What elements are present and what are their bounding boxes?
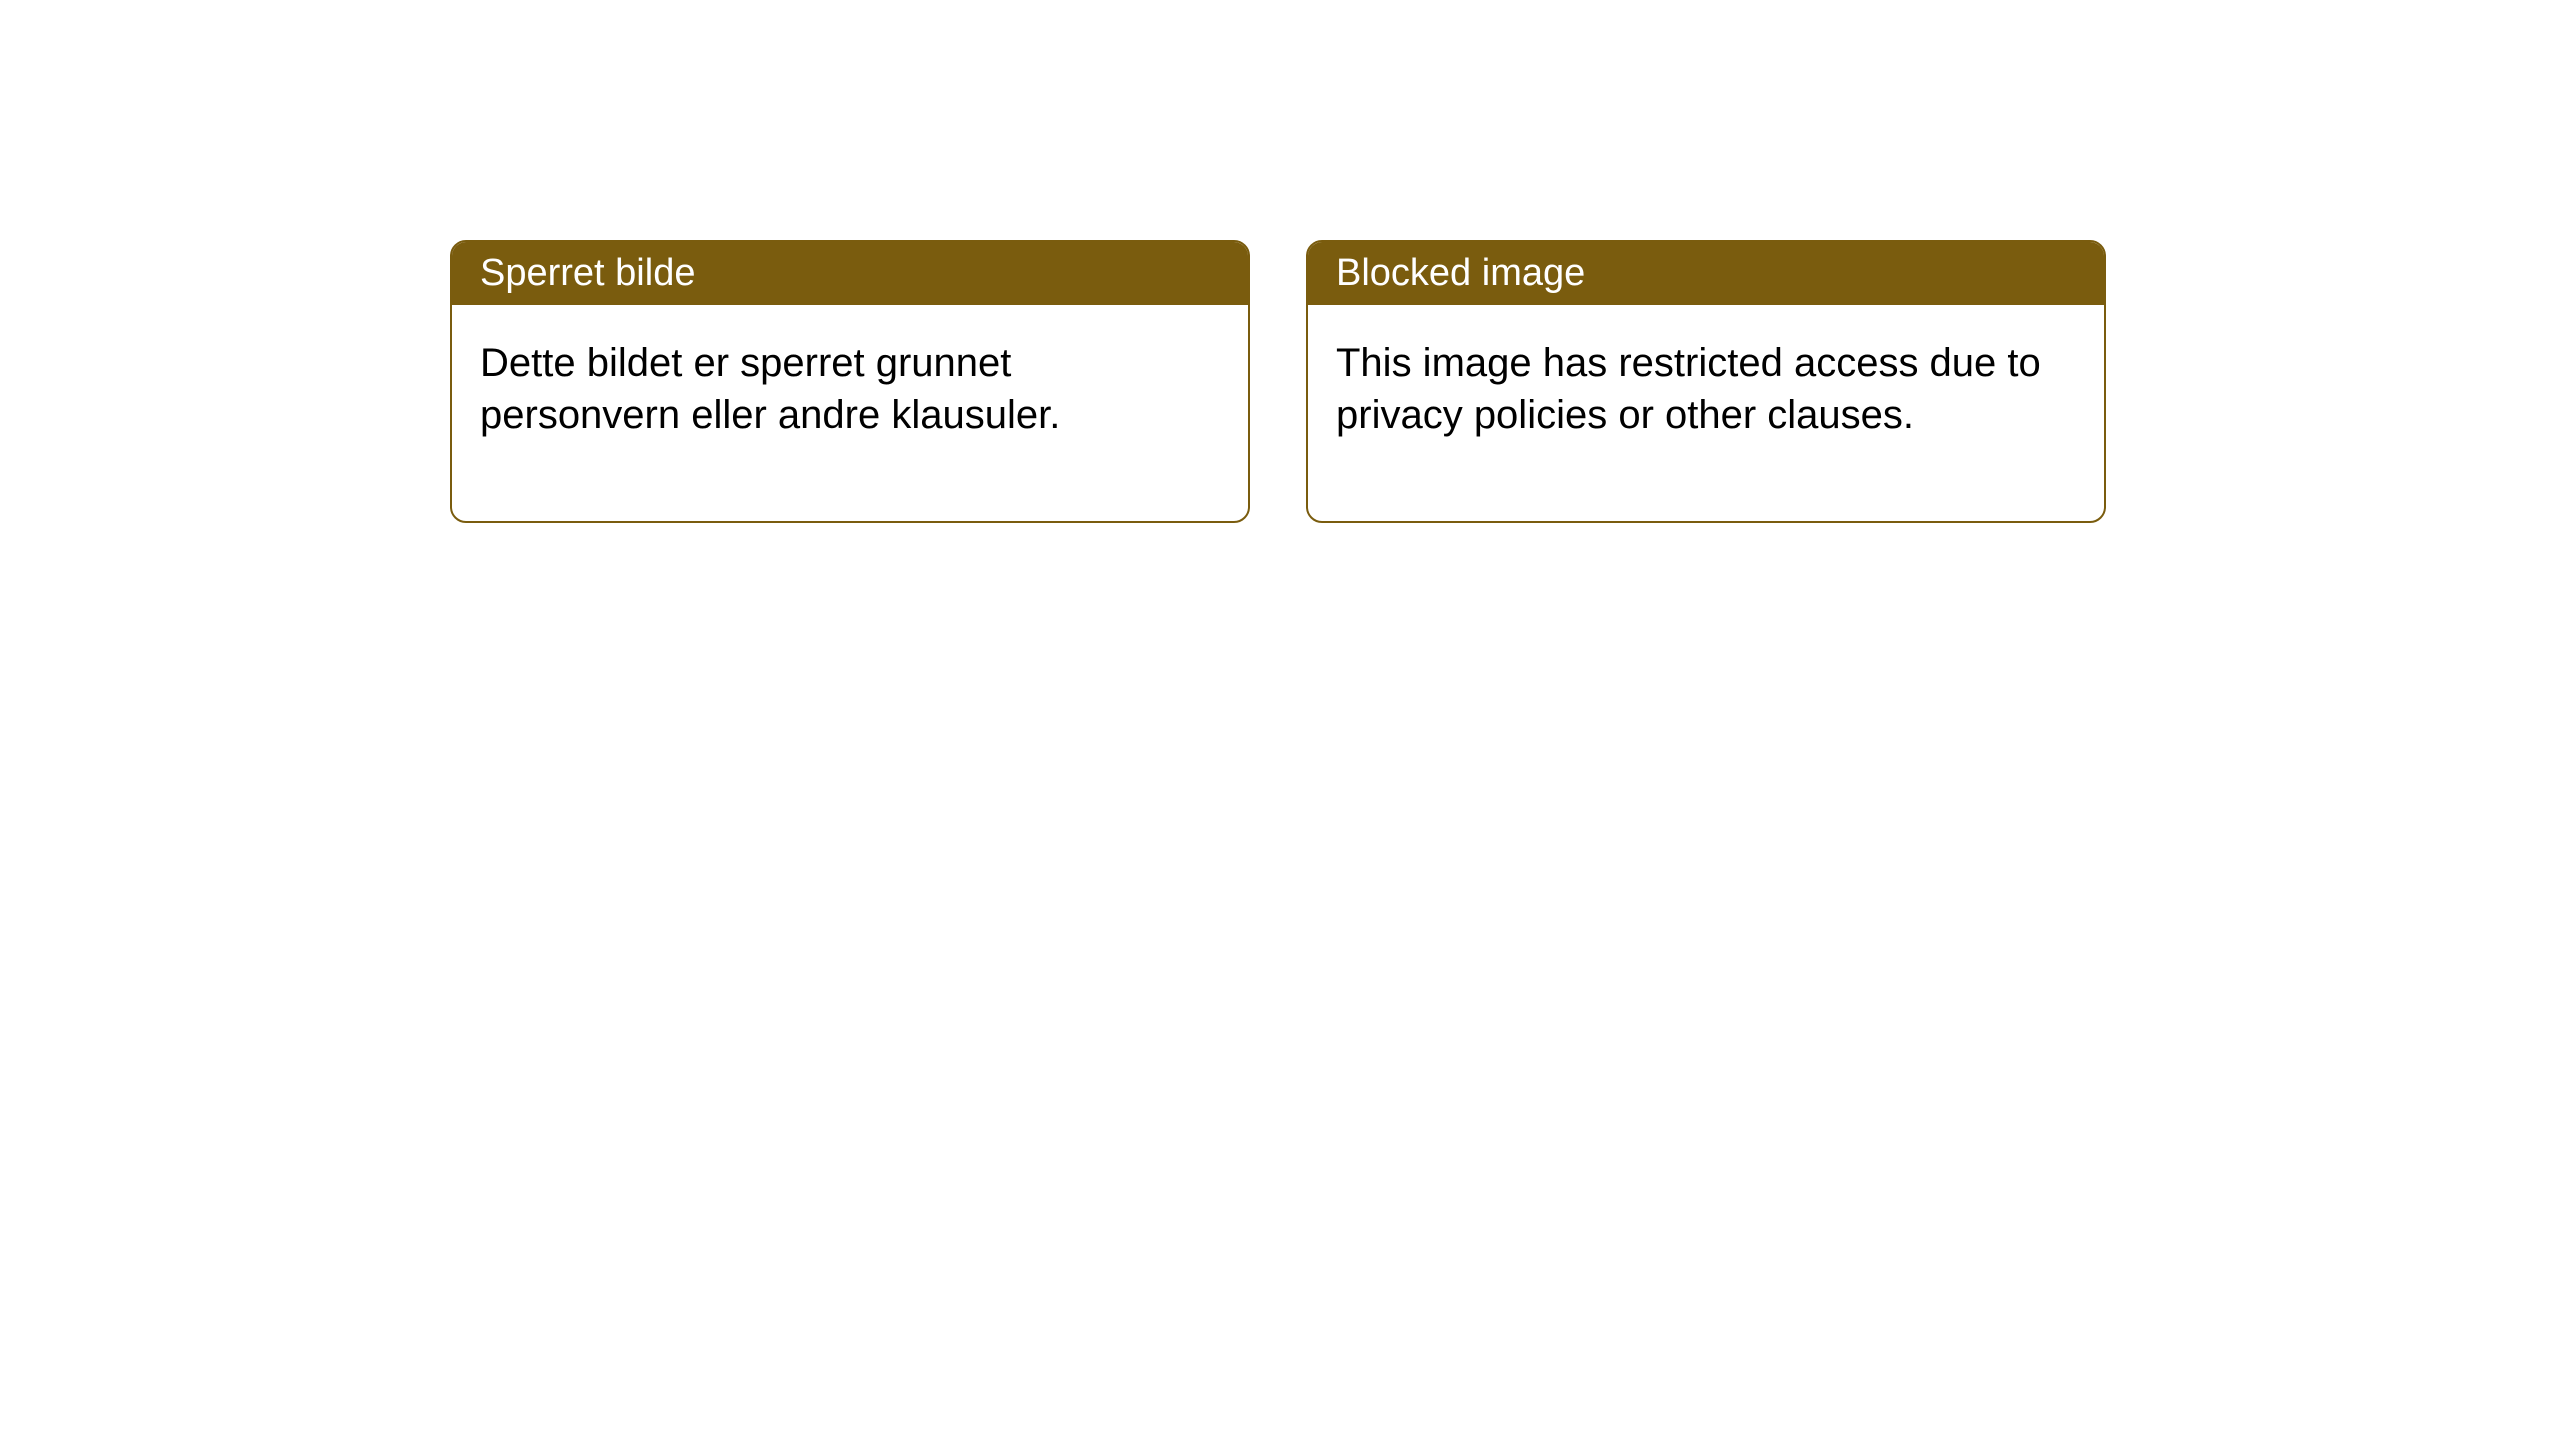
notice-body: Dette bildet er sperret grunnet personve… [452,305,1248,521]
notice-card-english: Blocked image This image has restricted … [1306,240,2106,523]
notice-body-text: Dette bildet er sperret grunnet personve… [480,341,1060,437]
notice-title: Blocked image [1336,252,1585,294]
notice-title: Sperret bilde [480,252,695,294]
notice-container: Sperret bilde Dette bildet er sperret gr… [0,0,2560,523]
notice-body: This image has restricted access due to … [1308,305,2104,521]
notice-header: Sperret bilde [452,242,1248,305]
notice-header: Blocked image [1308,242,2104,305]
notice-body-text: This image has restricted access due to … [1336,341,2041,437]
notice-card-norwegian: Sperret bilde Dette bildet er sperret gr… [450,240,1250,523]
